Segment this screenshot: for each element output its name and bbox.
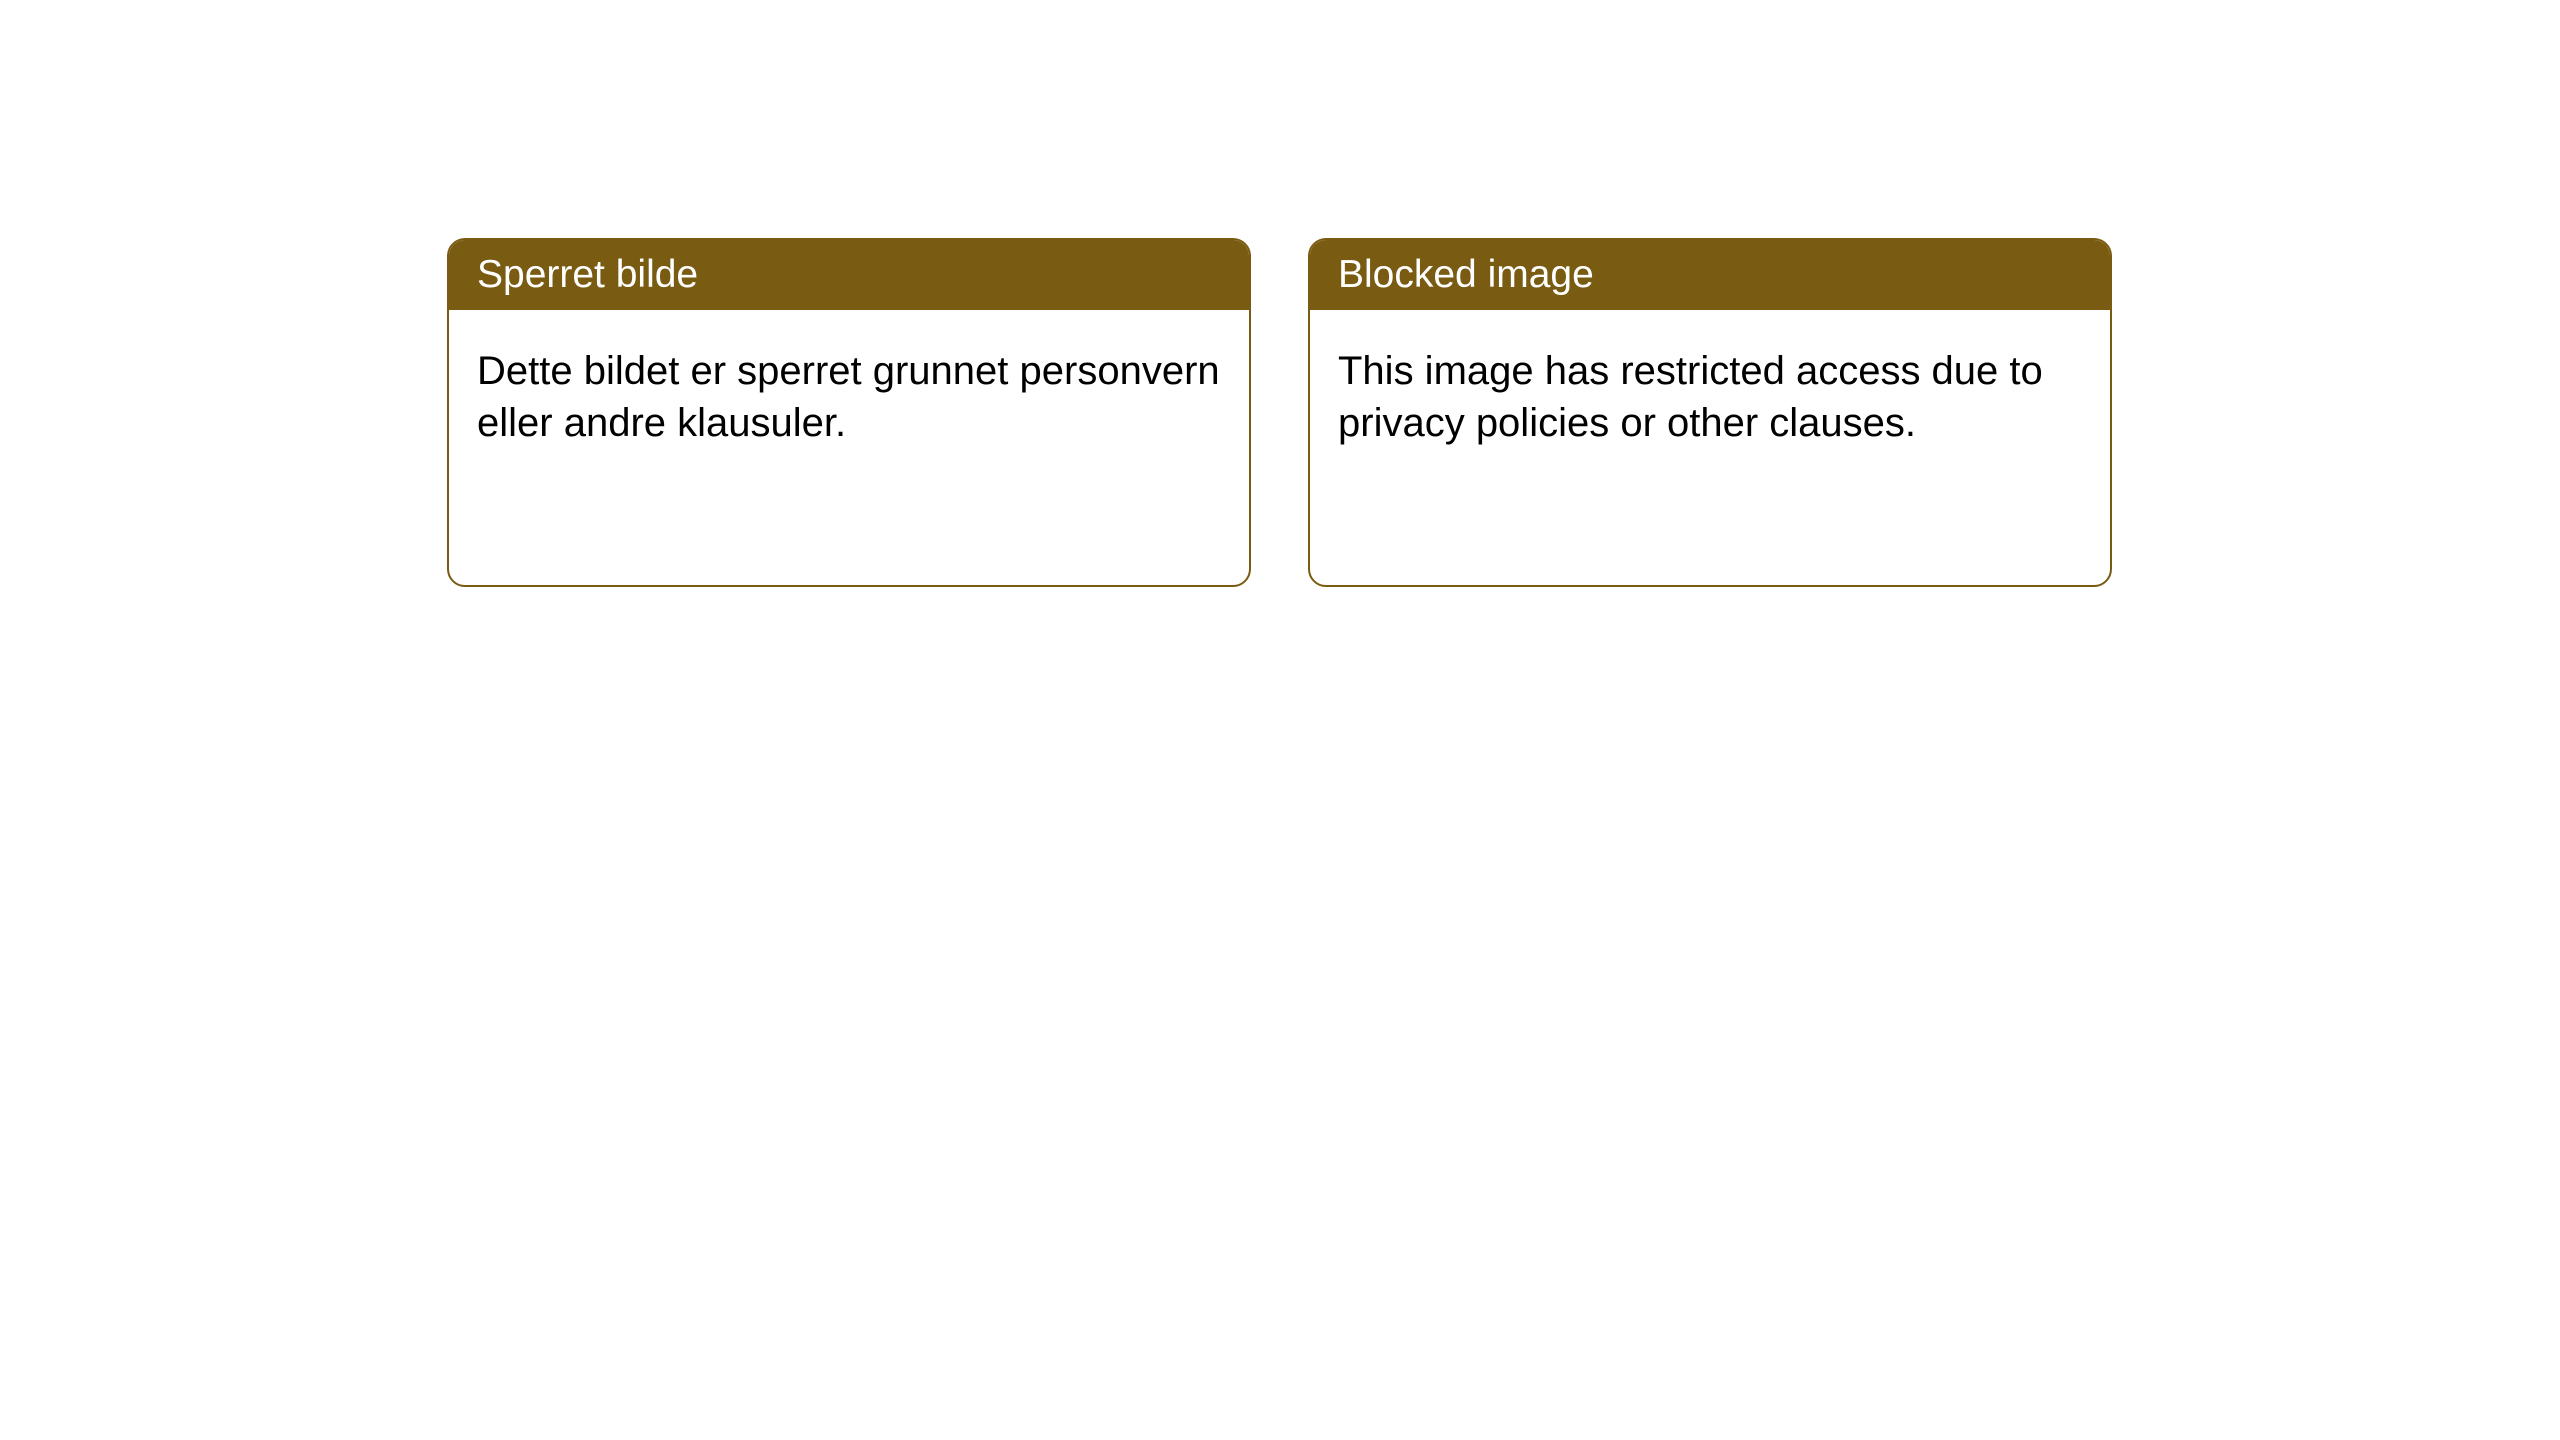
card-body: This image has restricted access due to … xyxy=(1310,310,2110,585)
card-body-text: This image has restricted access due to … xyxy=(1338,349,2043,445)
notice-card-norwegian: Sperret bilde Dette bildet er sperret gr… xyxy=(447,238,1251,587)
card-title: Sperret bilde xyxy=(477,253,698,296)
card-header: Blocked image xyxy=(1310,240,2110,310)
card-header: Sperret bilde xyxy=(449,240,1249,310)
card-body: Dette bildet er sperret grunnet personve… xyxy=(449,310,1249,585)
card-body-text: Dette bildet er sperret grunnet personve… xyxy=(477,349,1220,445)
notice-card-english: Blocked image This image has restricted … xyxy=(1308,238,2112,587)
notice-card-container: Sperret bilde Dette bildet er sperret gr… xyxy=(447,238,2112,587)
card-title: Blocked image xyxy=(1338,253,1594,296)
